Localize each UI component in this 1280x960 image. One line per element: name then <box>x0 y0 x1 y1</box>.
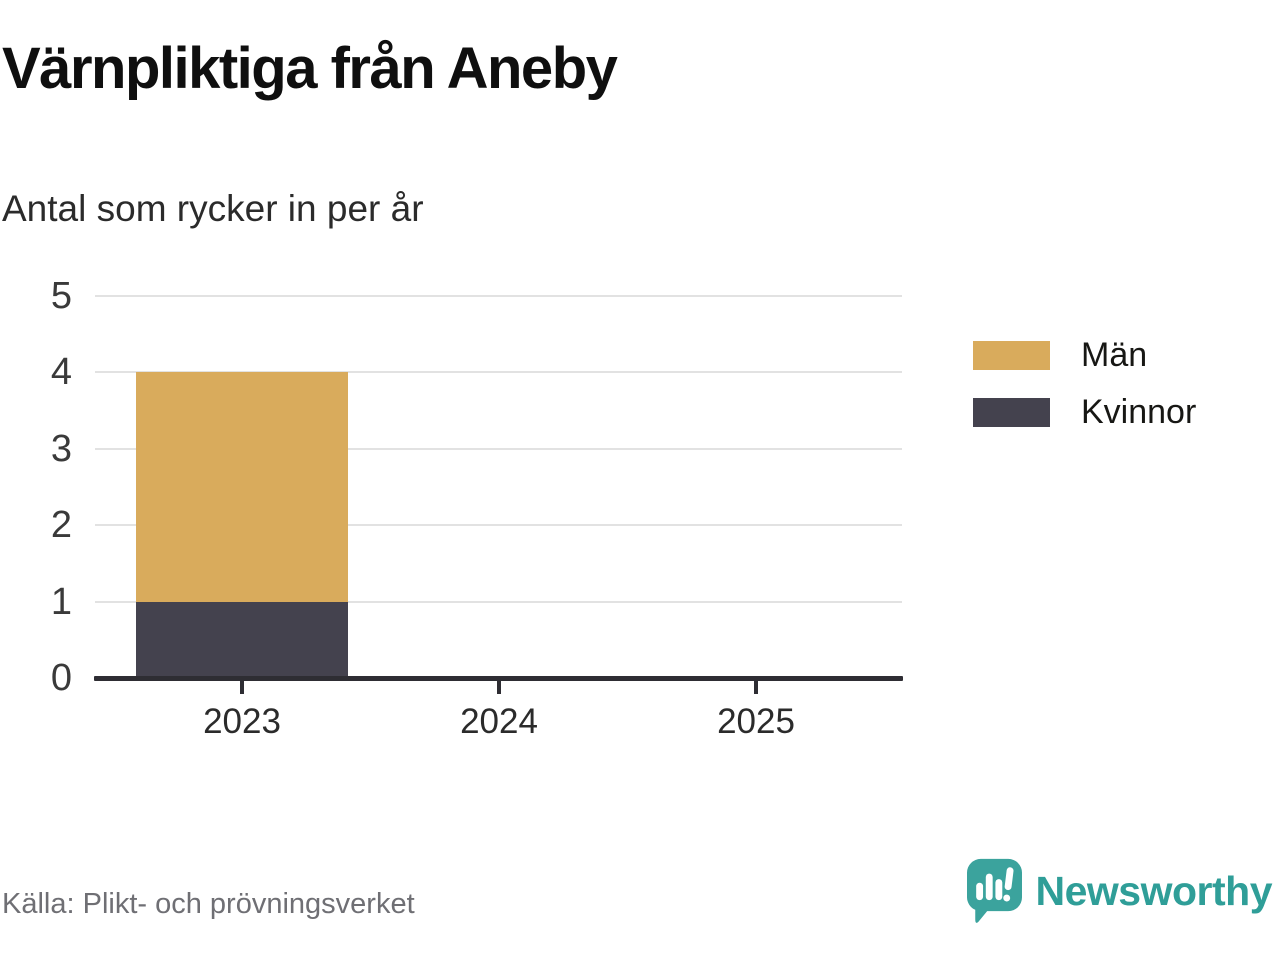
y-axis-tick-label: 0 <box>50 657 72 699</box>
brand-wordmark: Newsworthy <box>1035 867 1273 914</box>
legend-swatch <box>973 340 1050 370</box>
x-axis-tick <box>240 681 244 694</box>
x-axis-tick <box>754 681 758 694</box>
legend-swatch <box>973 397 1050 427</box>
y-axis-tick-label: 4 <box>50 351 72 394</box>
brand-logo: Newsworthy <box>966 858 1273 924</box>
bar-segment-kvinnor <box>136 601 348 678</box>
x-axis-line <box>94 676 903 681</box>
page-title: Värnpliktiga från Aneby <box>2 36 618 101</box>
legend-item-män: Män <box>973 333 1196 377</box>
source-note: Källa: Plikt- och prövningsverket <box>2 888 415 920</box>
gridline <box>95 371 902 374</box>
legend-label: Män <box>1081 336 1148 374</box>
y-axis-tick-label: 2 <box>50 504 72 547</box>
x-axis-tick <box>497 681 501 694</box>
chart-subtitle: Antal som rycker in per år <box>2 188 424 229</box>
legend: Män Kvinnor <box>973 333 1196 434</box>
x-axis-tick-label: 2025 <box>717 702 795 741</box>
y-axis-tick-label: 5 <box>50 275 72 317</box>
x-axis-tick-label: 2023 <box>203 702 281 741</box>
legend-item-kvinnor: Kvinnor <box>973 390 1196 434</box>
gridline <box>95 447 902 450</box>
bar-segment-män <box>136 372 348 602</box>
gridline <box>95 295 902 297</box>
x-axis-tick-label: 2024 <box>460 702 538 741</box>
gridline <box>95 600 902 603</box>
y-axis-tick-label: 1 <box>50 580 72 623</box>
gridline <box>95 524 902 527</box>
newsworthy-icon <box>966 858 1022 923</box>
legend-label: Kvinnor <box>1081 393 1197 431</box>
y-axis-tick-label: 3 <box>50 427 72 470</box>
